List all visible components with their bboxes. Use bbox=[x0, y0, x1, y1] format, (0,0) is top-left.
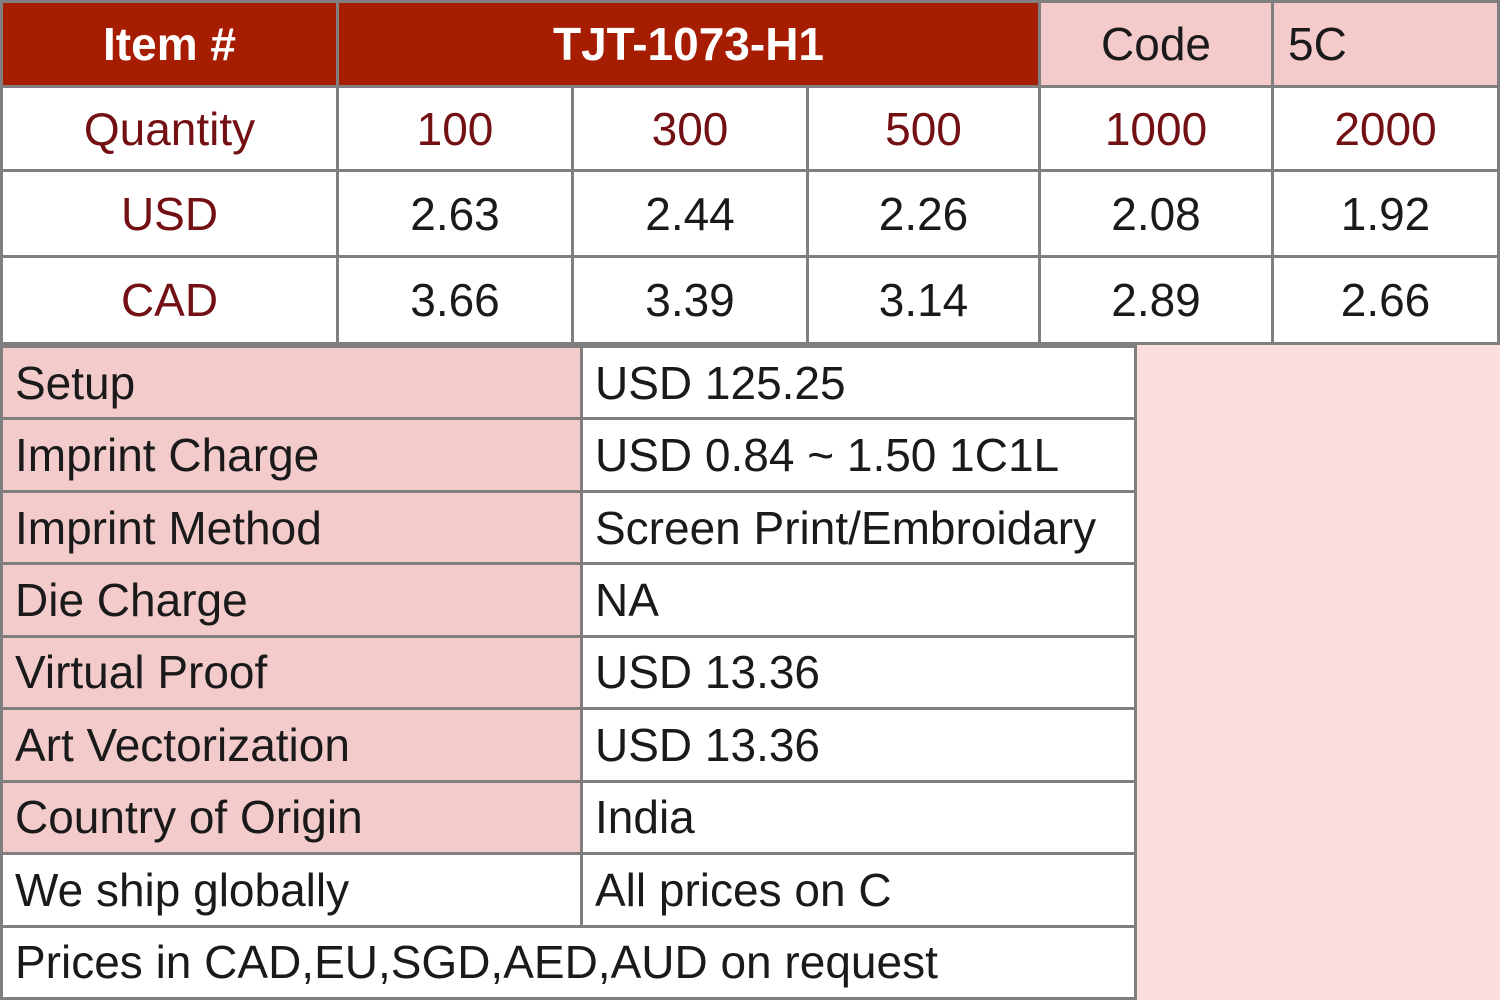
detail-value-cell: NA bbox=[583, 565, 1134, 635]
detail-value-cell: USD 0.84 ~ 1.50 1C1L bbox=[583, 420, 1134, 490]
price-value-text: 2.08 bbox=[1111, 187, 1201, 240]
price-value-text: 2.89 bbox=[1111, 274, 1201, 326]
detail-label-text: Country of Origin bbox=[15, 791, 363, 844]
detail-label-text: Die Charge bbox=[15, 574, 248, 627]
currency-label-text: USD bbox=[120, 187, 219, 240]
pink-filler-region bbox=[1137, 345, 1500, 1000]
detail-label-cell: Country of Origin bbox=[3, 782, 580, 853]
price-value-cell: 2.89 bbox=[1041, 258, 1271, 342]
price-value-text: 2.26 bbox=[878, 187, 969, 240]
code-label-header: Code bbox=[1041, 3, 1271, 85]
price-value-cell: 3.66 bbox=[339, 258, 571, 342]
quantity-value-text: 2000 bbox=[1334, 102, 1437, 155]
footer-note-cell: Prices in CAD,EU,SGD,AED,AUD on request bbox=[3, 927, 1134, 997]
quantity-value-cell: 100 bbox=[339, 88, 571, 169]
price-value-text: 3.66 bbox=[410, 274, 500, 326]
detail-label-cell: Virtual Proof bbox=[3, 637, 580, 708]
detail-label-text: Imprint Method bbox=[15, 501, 322, 554]
code-label-text: Code bbox=[1101, 18, 1211, 70]
currency-label-cell: CAD bbox=[3, 258, 336, 342]
detail-value-cell: India bbox=[583, 782, 1134, 853]
footer-note-text: Prices in CAD,EU,SGD,AED,AUD on request bbox=[15, 936, 938, 989]
price-value-cell: 1.92 bbox=[1274, 172, 1497, 255]
detail-value-cell: USD 13.36 bbox=[583, 710, 1134, 780]
code-value-text: 5C bbox=[1288, 18, 1347, 70]
detail-label-text: Art Vectorization bbox=[15, 718, 350, 771]
price-table: Item # TJT-1073-H1 Code 5C Quantity 100 … bbox=[0, 0, 1500, 345]
currency-label-cell: USD bbox=[3, 172, 336, 255]
detail-value-cell: USD 13.36 bbox=[583, 637, 1134, 708]
quantity-header-cell: Quantity bbox=[3, 88, 336, 169]
price-value-cell: 2.63 bbox=[339, 172, 571, 255]
detail-value-text: USD 125.25 bbox=[595, 356, 846, 409]
details-table: Setup USD 125.25 Imprint Charge USD 0.84… bbox=[0, 345, 1137, 1000]
detail-label-cell: Setup bbox=[3, 348, 580, 418]
code-value-header: 5C bbox=[1274, 3, 1497, 85]
detail-value-text: Screen Print/Embroidary bbox=[595, 501, 1097, 554]
detail-value-text: India bbox=[595, 791, 695, 844]
detail-value-text: USD 13.36 bbox=[595, 646, 821, 699]
detail-label-text: Imprint Charge bbox=[15, 429, 320, 482]
detail-label-cell: Art Vectorization bbox=[3, 710, 580, 780]
detail-label-cell: Die Charge bbox=[3, 565, 580, 635]
detail-value-text: USD 0.84 ~ 1.50 1C1L bbox=[595, 429, 1060, 482]
currency-label-text: CAD bbox=[120, 274, 219, 326]
item-label-header: Item # bbox=[3, 3, 336, 85]
quantity-value-cell: 300 bbox=[574, 88, 806, 169]
price-value-cell: 2.08 bbox=[1041, 172, 1271, 255]
quantity-value-cell: 1000 bbox=[1041, 88, 1271, 169]
quantity-value-text: 500 bbox=[885, 102, 962, 155]
quantity-value-cell: 500 bbox=[809, 88, 1038, 169]
price-value-text: 1.92 bbox=[1340, 187, 1431, 240]
detail-label-cell: We ship globally bbox=[3, 855, 580, 925]
detail-label-text: Setup bbox=[15, 356, 136, 409]
detail-value-text: All prices on C bbox=[595, 863, 892, 916]
item-label-text: Item # bbox=[103, 18, 236, 70]
price-value-text: 2.66 bbox=[1340, 274, 1431, 326]
price-value-text: 3.39 bbox=[645, 274, 735, 326]
price-value-cell: 2.44 bbox=[574, 172, 806, 255]
price-value-text: 2.63 bbox=[410, 187, 500, 240]
detail-value-cell: All prices on C bbox=[583, 855, 1134, 925]
detail-value-text: NA bbox=[595, 574, 659, 627]
quantity-value-text: 100 bbox=[416, 102, 494, 155]
detail-label-text: Virtual Proof bbox=[15, 646, 268, 699]
detail-value-cell: USD 125.25 bbox=[583, 348, 1134, 418]
price-value-text: 2.44 bbox=[645, 187, 735, 240]
item-number-text: TJT-1073-H1 bbox=[552, 18, 824, 70]
price-value-cell: 2.26 bbox=[809, 172, 1038, 255]
detail-value-text: USD 13.36 bbox=[595, 718, 821, 771]
price-value-cell: 3.39 bbox=[574, 258, 806, 342]
quantity-value-text: 300 bbox=[651, 102, 729, 155]
price-value-cell: 3.14 bbox=[809, 258, 1038, 342]
quantity-value-cell: 2000 bbox=[1274, 88, 1497, 169]
detail-value-cell: Screen Print/Embroidary bbox=[583, 492, 1134, 563]
item-number-header: TJT-1073-H1 bbox=[339, 3, 1038, 85]
detail-label-cell: Imprint Charge bbox=[3, 420, 580, 490]
quantity-value-text: 1000 bbox=[1104, 102, 1208, 155]
price-value-text: 3.14 bbox=[878, 274, 969, 326]
detail-label-cell: Imprint Method bbox=[3, 492, 580, 563]
detail-label-text: We ship globally bbox=[15, 863, 350, 916]
price-value-cell: 2.66 bbox=[1274, 258, 1497, 342]
quantity-label-text: Quantity bbox=[83, 102, 256, 155]
